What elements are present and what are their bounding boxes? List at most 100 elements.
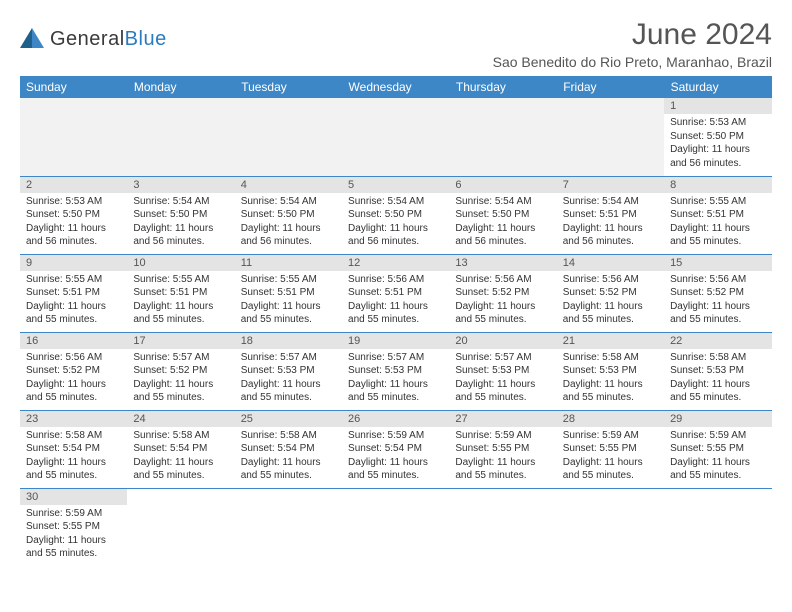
- calendar-row: 1Sunrise: 5:53 AMSunset: 5:50 PMDaylight…: [20, 98, 772, 176]
- logo: GeneralBlue: [20, 18, 167, 53]
- calendar-cell: 30Sunrise: 5:59 AMSunset: 5:55 PMDayligh…: [20, 488, 127, 566]
- day-line-sr: Sunrise: 5:55 AM: [26, 273, 121, 287]
- day-line-d1: Daylight: 11 hours: [455, 378, 550, 392]
- day-number: 9: [20, 255, 127, 271]
- calendar-cell: 1Sunrise: 5:53 AMSunset: 5:50 PMDaylight…: [664, 98, 771, 176]
- dow-header: Friday: [557, 76, 664, 98]
- location-text: Sao Benedito do Rio Preto, Maranhao, Bra…: [493, 54, 772, 70]
- day-line-d2: and 55 minutes.: [241, 313, 336, 327]
- day-line-d2: and 55 minutes.: [133, 313, 228, 327]
- day-line-ss: Sunset: 5:50 PM: [348, 208, 443, 222]
- day-line-sr: Sunrise: 5:58 AM: [26, 429, 121, 443]
- calendar-cell: 8Sunrise: 5:55 AMSunset: 5:51 PMDaylight…: [664, 176, 771, 254]
- calendar-cell: [449, 488, 556, 566]
- day-line-ss: Sunset: 5:54 PM: [241, 442, 336, 456]
- calendar-cell: [235, 488, 342, 566]
- day-line-d1: Daylight: 11 hours: [670, 378, 765, 392]
- calendar-cell: 14 Sunrise: 5:56 AMSunset: 5:52 PMDayligh…: [557, 254, 664, 332]
- day-line-ss: Sunset: 5:52 PM: [563, 286, 658, 300]
- day-line-d2: and 55 minutes.: [563, 469, 658, 483]
- day-number: 17: [127, 333, 234, 349]
- day-number: 8: [664, 177, 771, 193]
- day-content: Sunrise: 5:54 AMSunset: 5:50 PMDaylight:…: [449, 193, 556, 253]
- calendar-row: 16Sunrise: 5:56 AMSunset: 5:52 PMDayligh…: [20, 332, 772, 410]
- day-line-ss: Sunset: 5:53 PM: [241, 364, 336, 378]
- calendar-cell: 20Sunrise: 5:57 AMSunset: 5:53 PMDayligh…: [449, 332, 556, 410]
- calendar-cell: [664, 488, 771, 566]
- day-content: Sunrise: 5:57 AMSunset: 5:53 PMDaylight:…: [235, 349, 342, 409]
- day-line-sr: Sunrise: 5:56 AM: [348, 273, 443, 287]
- day-content: Sunrise: 5:57 AMSunset: 5:52 PMDaylight:…: [127, 349, 234, 409]
- day-content: Sunrise: 5:55 AMSunset: 5:51 PMDaylight:…: [20, 271, 127, 331]
- calendar-cell: 4Sunrise: 5:54 AMSunset: 5:50 PMDaylight…: [235, 176, 342, 254]
- calendar-cell: 12Sunrise: 5:56 AMSunset: 5:51 PMDayligh…: [342, 254, 449, 332]
- calendar-cell: 17Sunrise: 5:57 AMSunset: 5:52 PMDayligh…: [127, 332, 234, 410]
- day-line-ss: Sunset: 5:52 PM: [133, 364, 228, 378]
- day-number: 29: [664, 411, 771, 427]
- day-line-d1: Daylight: 11 hours: [563, 378, 658, 392]
- day-line-d2: and 55 minutes.: [26, 391, 121, 405]
- day-line-d2: and 55 minutes.: [670, 313, 765, 327]
- day-line-sr: Sunrise: 5:58 AM: [670, 351, 765, 365]
- day-number: 22: [664, 333, 771, 349]
- day-content: Sunrise: 5:54 AMSunset: 5:50 PMDaylight:…: [235, 193, 342, 253]
- day-content: Sunrise: 5:59 AMSunset: 5:55 PMDaylight:…: [664, 427, 771, 487]
- day-line-d2: and 55 minutes.: [670, 235, 765, 249]
- day-number: 27: [449, 411, 556, 427]
- day-line-d1: Daylight: 11 hours: [563, 456, 658, 470]
- day-content: Sunrise: 5:55 AMSunset: 5:51 PMDaylight:…: [127, 271, 234, 331]
- calendar-cell: [449, 98, 556, 176]
- day-content: Sunrise: 5:58 AMSunset: 5:54 PMDaylight:…: [235, 427, 342, 487]
- calendar-cell: 24Sunrise: 5:58 AMSunset: 5:54 PMDayligh…: [127, 410, 234, 488]
- day-number: 14: [557, 255, 664, 271]
- day-line-sr: Sunrise: 5:56 AM: [563, 273, 658, 287]
- calendar-row: 9Sunrise: 5:55 AMSunset: 5:51 PMDaylight…: [20, 254, 772, 332]
- day-line-d2: and 55 minutes.: [455, 469, 550, 483]
- logo-icon: [20, 26, 46, 53]
- calendar-row: 2Sunrise: 5:53 AMSunset: 5:50 PMDaylight…: [20, 176, 772, 254]
- day-line-d2: and 55 minutes.: [26, 469, 121, 483]
- day-line-d1: Daylight: 11 hours: [241, 378, 336, 392]
- day-line-d2: and 56 minutes.: [455, 235, 550, 249]
- day-line-d2: and 55 minutes.: [26, 313, 121, 327]
- day-number: 19: [342, 333, 449, 349]
- day-line-sr: Sunrise: 5:55 AM: [133, 273, 228, 287]
- day-line-sr: Sunrise: 5:54 AM: [241, 195, 336, 209]
- day-line-sr: Sunrise: 5:55 AM: [670, 195, 765, 209]
- day-line-d2: and 55 minutes.: [455, 391, 550, 405]
- day-line-d1: Daylight: 11 hours: [241, 456, 336, 470]
- title-block: June 2024 Sao Benedito do Rio Preto, Mar…: [493, 18, 772, 70]
- day-line-ss: Sunset: 5:51 PM: [563, 208, 658, 222]
- day-line-d1: Daylight: 11 hours: [563, 300, 658, 314]
- day-line-d2: and 56 minutes.: [348, 235, 443, 249]
- day-line-ss: Sunset: 5:53 PM: [348, 364, 443, 378]
- calendar-head: SundayMondayTuesdayWednesdayThursdayFrid…: [20, 76, 772, 98]
- calendar-cell: 23Sunrise: 5:58 AMSunset: 5:54 PMDayligh…: [20, 410, 127, 488]
- day-content: Sunrise: 5:59 AMSunset: 5:54 PMDaylight:…: [342, 427, 449, 487]
- day-line-sr: Sunrise: 5:59 AM: [26, 507, 121, 521]
- day-line-d1: Daylight: 11 hours: [348, 300, 443, 314]
- calendar-row: 30Sunrise: 5:59 AMSunset: 5:55 PMDayligh…: [20, 488, 772, 566]
- day-content: Sunrise: 5:54 AMSunset: 5:50 PMDaylight:…: [342, 193, 449, 253]
- day-line-ss: Sunset: 5:51 PM: [26, 286, 121, 300]
- day-line-d1: Daylight: 11 hours: [26, 378, 121, 392]
- dow-header: Saturday: [664, 76, 771, 98]
- dow-row: SundayMondayTuesdayWednesdayThursdayFrid…: [20, 76, 772, 98]
- day-line-ss: Sunset: 5:55 PM: [563, 442, 658, 456]
- day-number: 7: [557, 177, 664, 193]
- day-line-d1: Daylight: 11 hours: [455, 456, 550, 470]
- dow-header: Tuesday: [235, 76, 342, 98]
- day-number: 15: [664, 255, 771, 271]
- day-line-sr: Sunrise: 5:56 AM: [26, 351, 121, 365]
- day-line-d2: and 55 minutes.: [26, 547, 121, 561]
- day-number: 18: [235, 333, 342, 349]
- day-line-d2: and 55 minutes.: [348, 313, 443, 327]
- day-line-ss: Sunset: 5:55 PM: [26, 520, 121, 534]
- calendar-cell: 11Sunrise: 5:55 AMSunset: 5:51 PMDayligh…: [235, 254, 342, 332]
- day-line-ss: Sunset: 5:55 PM: [670, 442, 765, 456]
- day-line-d2: and 55 minutes.: [133, 469, 228, 483]
- day-line-d1: Daylight: 11 hours: [133, 456, 228, 470]
- day-number: 23: [20, 411, 127, 427]
- day-content: Sunrise: 5:56 AMSunset: 5:51 PMDaylight:…: [342, 271, 449, 331]
- calendar-cell: [557, 98, 664, 176]
